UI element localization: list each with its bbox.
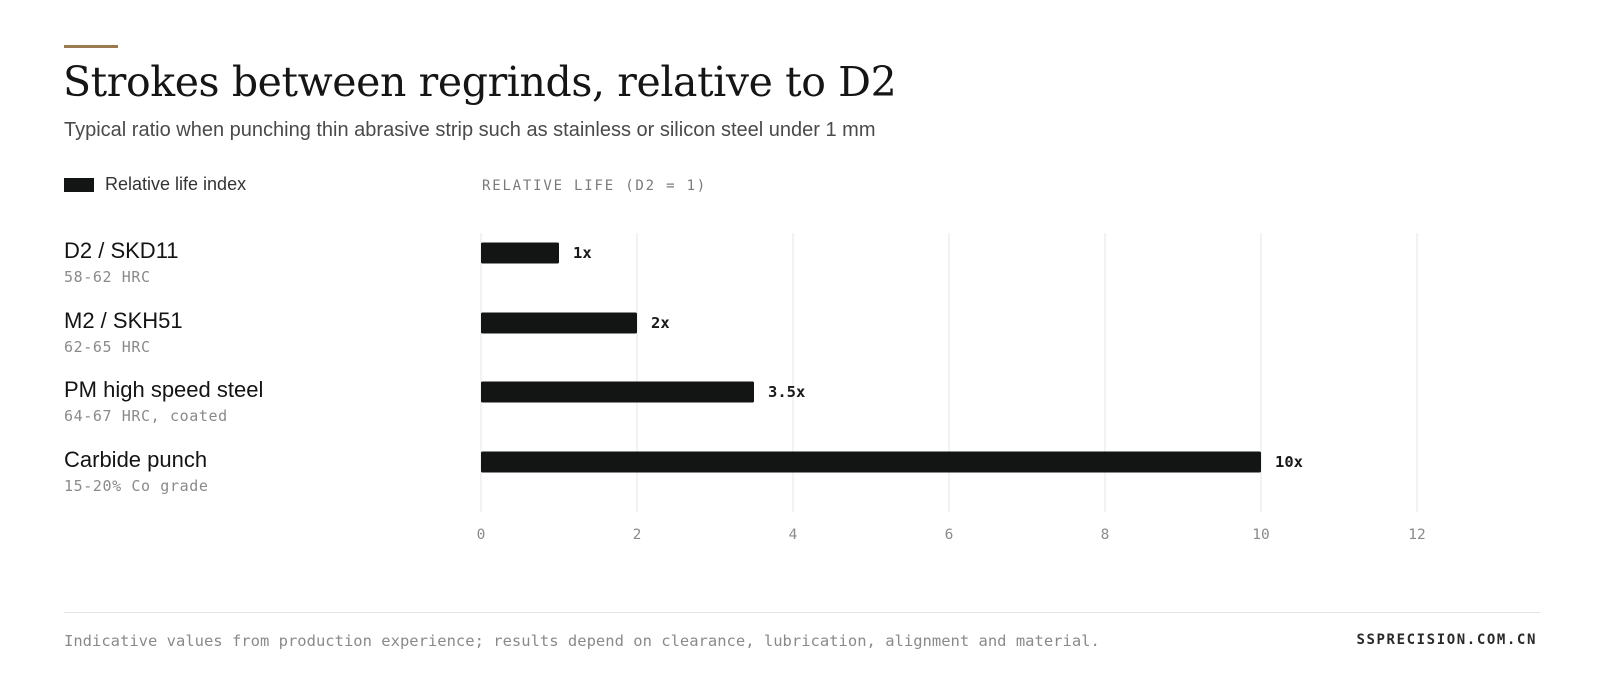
value-label-0: 1x <box>573 244 592 262</box>
site-url: SSPRECISION.COM.CN <box>1356 632 1537 648</box>
tick-label-4: 4 <box>789 527 798 543</box>
legend: Relative life index <box>64 174 246 195</box>
category-spec: 64-67 HRC, coated <box>64 407 228 425</box>
category-label-0: D2 / SKD11 58-62 HRC <box>64 238 179 286</box>
chart-subtitle: Typical ratio when punching thin abrasiv… <box>64 119 876 141</box>
category-name: D2 / SKD11 <box>64 238 179 263</box>
bar-3 <box>481 451 1261 473</box>
category-label-2: PM high speed steel 64-67 HRC, coated <box>64 377 263 425</box>
category-spec: 62-65 HRC <box>64 338 151 356</box>
bar-0 <box>481 242 559 264</box>
value-label-3: 10x <box>1275 453 1303 471</box>
category-name: PM high speed steel <box>64 377 264 402</box>
accent-rule <box>64 45 118 48</box>
category-spec: 58-62 HRC <box>64 268 151 286</box>
value-label-1: 2x <box>651 314 670 332</box>
tick-label-8: 8 <box>1101 527 1110 543</box>
footer-divider <box>64 612 1540 613</box>
tick-label-0: 0 <box>477 527 486 543</box>
bar-1 <box>481 312 637 334</box>
legend-swatch <box>64 177 94 192</box>
chart-title: Strokes between regrinds, relative to D2 <box>63 58 897 106</box>
footnote: Indicative values from production experi… <box>64 632 1100 650</box>
category-name: Carbide punch <box>64 447 208 472</box>
category-spec: 15-20% Co grade <box>64 477 209 495</box>
category-label-1: M2 / SKH51 62-65 HRC <box>64 308 183 356</box>
legend-label: Relative life index <box>105 174 247 194</box>
x-axis-title: RELATIVE LIFE (D2 = 1) <box>482 178 708 194</box>
tick-label-6: 6 <box>945 527 954 543</box>
bar-2 <box>481 381 754 403</box>
tick-label-2: 2 <box>633 527 642 543</box>
value-label-2: 3.5x <box>768 383 805 401</box>
category-label-3: Carbide punch 15-20% Co grade <box>64 447 208 495</box>
category-name: M2 / SKH51 <box>64 308 183 333</box>
tick-label-12: 12 <box>1408 527 1425 543</box>
tick-label-10: 10 <box>1252 527 1269 543</box>
